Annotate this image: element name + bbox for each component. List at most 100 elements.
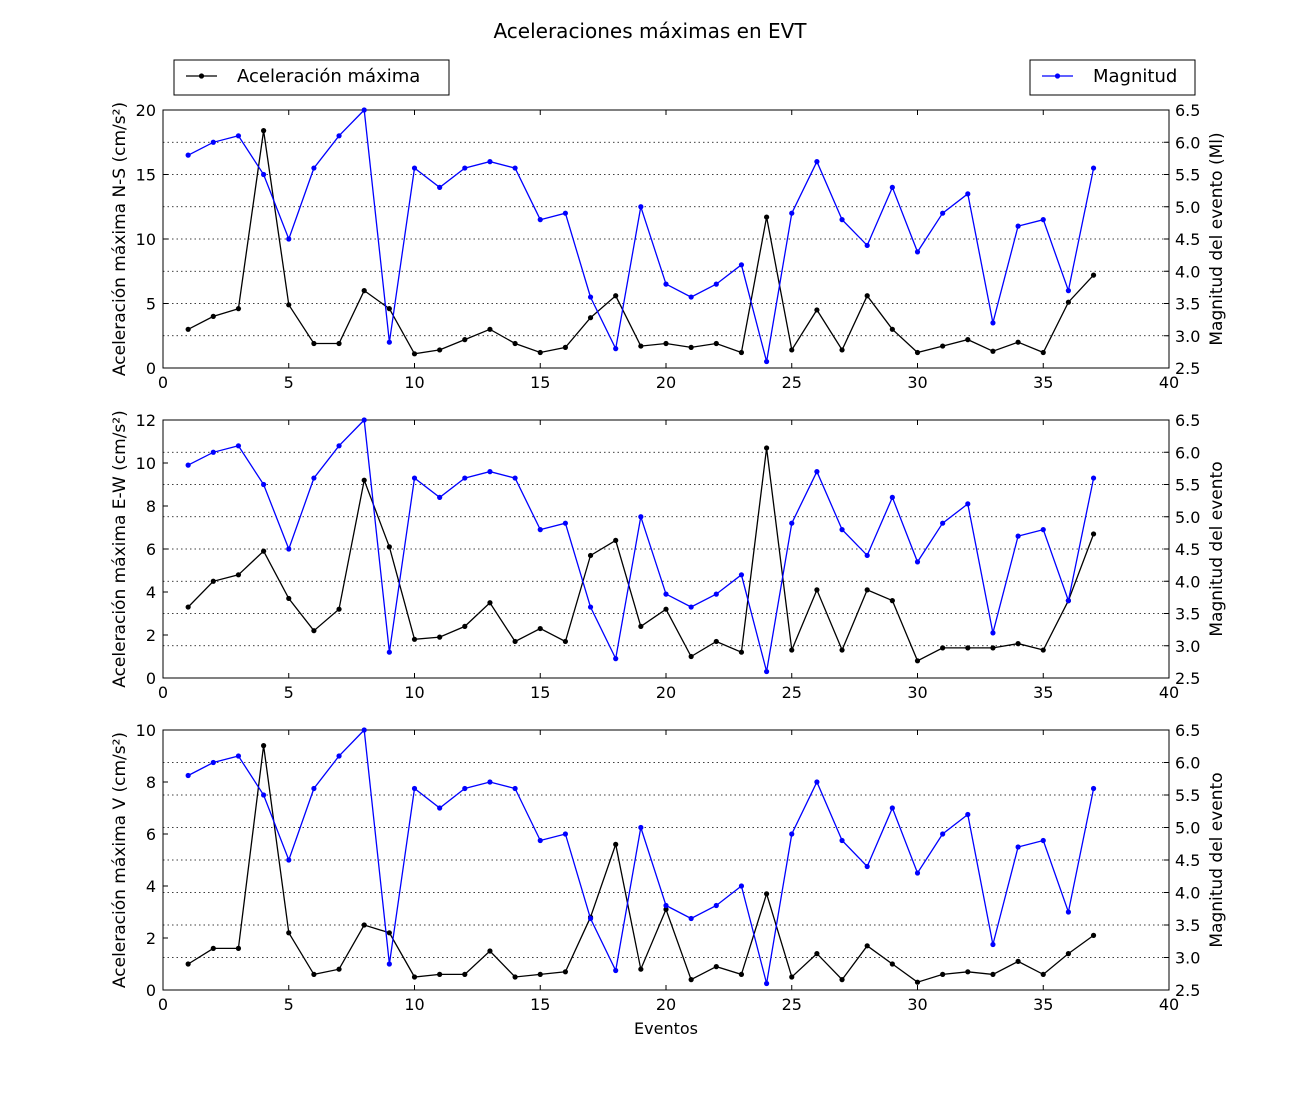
acceleration-point bbox=[587, 552, 594, 559]
y-right-tick-label: 3.5 bbox=[1175, 916, 1200, 935]
magnitude-point bbox=[688, 915, 694, 922]
y-right-tick-label: 5.5 bbox=[1175, 166, 1200, 185]
acceleration-point bbox=[1040, 349, 1046, 356]
acceleration-point bbox=[940, 343, 946, 349]
legend-left-marker bbox=[198, 73, 205, 79]
acceleration-point bbox=[1015, 339, 1021, 345]
magnitude-point bbox=[663, 902, 669, 909]
magnitude-point bbox=[462, 475, 468, 481]
x-tick-label: 0 bbox=[158, 373, 168, 392]
acceleration-point bbox=[965, 337, 971, 343]
acceleration-point bbox=[789, 347, 795, 353]
y-left-tick-label: 20 bbox=[136, 101, 156, 120]
acceleration-point bbox=[764, 891, 770, 897]
magnitude-point bbox=[764, 668, 770, 675]
y-right-tick-label: 6.5 bbox=[1175, 721, 1200, 740]
acceleration-point bbox=[487, 948, 493, 954]
magnitude-point bbox=[864, 552, 870, 559]
y-right-tick-label: 5.5 bbox=[1175, 476, 1200, 495]
acceleration-point bbox=[638, 966, 644, 972]
acceleration-point bbox=[738, 649, 745, 655]
acceleration-point bbox=[512, 974, 518, 980]
acceleration-point bbox=[688, 653, 694, 660]
y-left-tick-label: 8 bbox=[146, 773, 156, 792]
acceleration-point bbox=[864, 587, 870, 593]
magnitude-point bbox=[587, 604, 594, 610]
x-tick-label: 30 bbox=[907, 995, 927, 1014]
magnitude-point bbox=[1040, 217, 1046, 223]
acceleration-point bbox=[764, 445, 770, 451]
magnitude-point bbox=[487, 159, 493, 165]
y-left-tick-label: 5 bbox=[146, 295, 156, 314]
magnitude-point bbox=[286, 236, 292, 242]
legend-right: Magnitud bbox=[1029, 59, 1196, 96]
magnitude-point bbox=[1065, 288, 1071, 294]
acceleration-point bbox=[789, 974, 795, 980]
acceleration-point bbox=[914, 349, 921, 356]
legend-left-label: Aceleración máxima bbox=[237, 66, 420, 87]
x-tick-label: 30 bbox=[907, 683, 927, 702]
y-right-tick-label: 6.0 bbox=[1175, 133, 1200, 152]
magnitude-point bbox=[235, 443, 242, 449]
x-tick-label: 15 bbox=[530, 373, 550, 392]
y-axis-label-left: Aceleración máxima E-W (cm/s²) bbox=[110, 410, 130, 688]
magnitude-point bbox=[286, 546, 292, 552]
acceleration-point bbox=[965, 969, 971, 975]
acceleration-point bbox=[738, 349, 745, 356]
magnitude-point bbox=[235, 133, 242, 139]
y-right-tick-label: 2.5 bbox=[1175, 981, 1200, 1000]
magnitude-point bbox=[940, 210, 946, 216]
acceleration-point bbox=[411, 636, 418, 642]
magnitude-point bbox=[914, 559, 921, 565]
x-tick-label: 35 bbox=[1033, 995, 1053, 1014]
magnitude-point bbox=[638, 514, 644, 520]
magnitude-point bbox=[411, 165, 418, 171]
x-tick-label: 25 bbox=[782, 683, 802, 702]
x-tick-label: 40 bbox=[1159, 683, 1179, 702]
magnitude-point bbox=[437, 184, 443, 190]
acceleration-point bbox=[1090, 272, 1097, 278]
magnitude-point bbox=[261, 171, 267, 178]
acceleration-point bbox=[462, 337, 468, 343]
acceleration-point bbox=[764, 214, 770, 220]
acceleration-point bbox=[889, 598, 895, 604]
magnitude-point bbox=[537, 217, 543, 223]
y-right-tick-label: 6.0 bbox=[1175, 443, 1200, 462]
magnitude-point bbox=[965, 501, 971, 507]
magnitude-point bbox=[990, 941, 996, 948]
acceleration-point bbox=[286, 930, 292, 936]
acceleration-point bbox=[411, 974, 418, 980]
magnitude-point bbox=[537, 837, 543, 844]
acceleration-point bbox=[713, 638, 719, 645]
magnitude-point bbox=[411, 475, 418, 481]
acceleration-point bbox=[889, 326, 895, 332]
acceleration-point bbox=[210, 945, 216, 952]
y-left-tick-label: 2 bbox=[146, 929, 156, 948]
magnitude-point bbox=[386, 339, 392, 345]
acceleration-point bbox=[1040, 971, 1046, 978]
magnitude-point bbox=[738, 572, 745, 578]
magnitude-point bbox=[839, 217, 845, 223]
x-tick-label: 10 bbox=[404, 995, 424, 1014]
acceleration-point bbox=[386, 544, 392, 550]
y-right-tick-label: 3.5 bbox=[1175, 295, 1200, 314]
acceleration-point bbox=[814, 307, 820, 313]
magnitude-point bbox=[361, 107, 367, 113]
acceleration-point bbox=[789, 647, 795, 653]
y-right-tick-label: 5.0 bbox=[1175, 819, 1200, 838]
magnitude-point bbox=[1040, 837, 1046, 844]
magnitude-point bbox=[562, 831, 569, 837]
acceleration-point bbox=[965, 645, 971, 651]
panel-ns: 0 5 10 15 20 25 30 35 40 0 5 10 15 20 2.5 3.0 3.5 4.0 4.5 5… bbox=[110, 101, 1227, 392]
y-right-tick-label: 6.5 bbox=[1175, 101, 1200, 120]
magnitude-point bbox=[764, 980, 770, 987]
magnitude-point bbox=[814, 779, 820, 785]
x-tick-label: 25 bbox=[782, 995, 802, 1014]
acceleration-point bbox=[638, 343, 644, 349]
acceleration-point bbox=[336, 966, 342, 972]
magnitude-point bbox=[713, 902, 719, 909]
magnitude-point bbox=[261, 481, 267, 488]
y-right-tick-label: 2.5 bbox=[1175, 359, 1200, 378]
magnitude-series-line bbox=[187, 418, 1095, 672]
acceleration-point bbox=[286, 595, 292, 602]
